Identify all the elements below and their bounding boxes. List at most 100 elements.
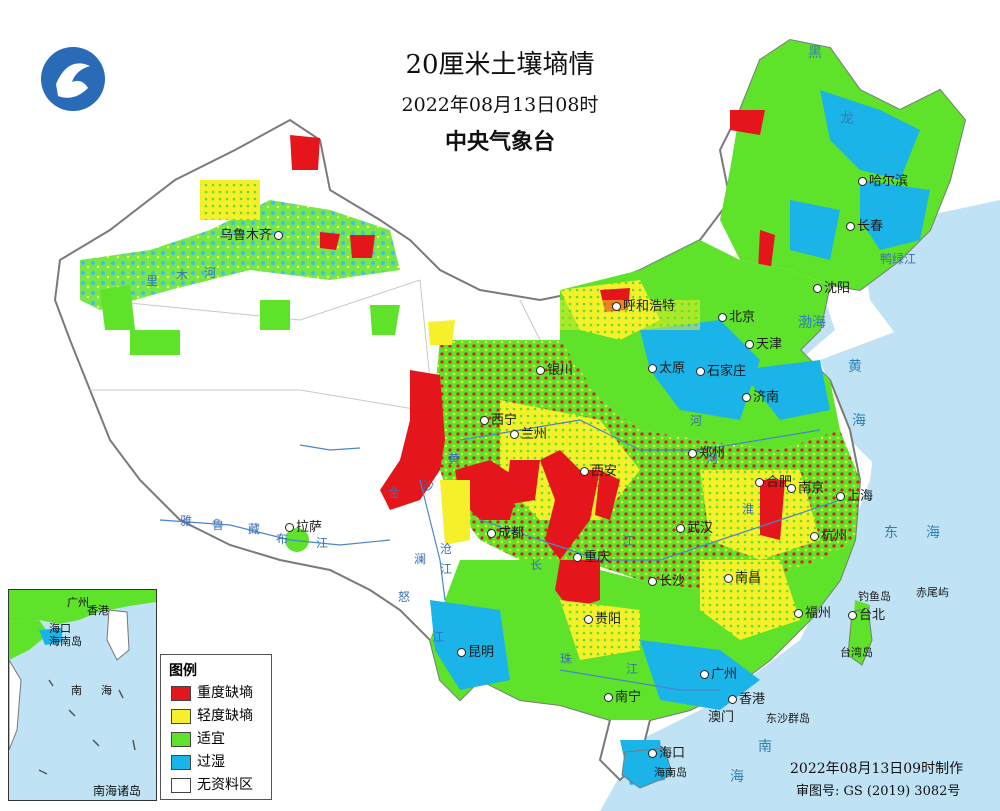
river-pearl-1: 珠 xyxy=(560,652,573,666)
legend-item-severe-drought: 重度缺墒 xyxy=(171,683,253,703)
map-title: 20厘米土壤墒情 xyxy=(405,50,595,80)
sea-yellow-1: 黄 xyxy=(848,359,862,375)
legend-swatch xyxy=(171,777,191,793)
river-yarlung-1: 雅 xyxy=(180,514,193,528)
inset-haikou: 海口 xyxy=(49,622,71,635)
hainan xyxy=(621,747,673,789)
city-shenyang: 沈阳 xyxy=(813,277,850,296)
sea-heilong: 黑 xyxy=(808,45,822,61)
west-dry-band xyxy=(380,370,445,510)
river-jinsha-2: 沙 xyxy=(422,479,435,493)
inset-hainan: 海南岛 xyxy=(49,635,82,648)
city-hongkong: 香港 xyxy=(728,688,765,707)
river-yangtze-2: 江 xyxy=(622,534,635,548)
river-lancang-3: 江 xyxy=(432,630,445,644)
legend-item-suitable: 适宜 xyxy=(171,729,225,749)
sea-long: 龙 xyxy=(840,111,854,127)
inset-nan: 南 xyxy=(71,684,82,697)
river-yarlung-4: 布 xyxy=(276,532,289,546)
legend-item-no-data: 无资料区 xyxy=(171,775,253,795)
inset-map xyxy=(9,590,156,775)
city-haikou: 海口 xyxy=(648,742,685,761)
city-harbin: 哈尔滨 xyxy=(858,170,908,189)
legend-swatch xyxy=(171,685,191,701)
legend-swatch xyxy=(171,731,191,747)
island-diaoyu: 钓鱼岛 xyxy=(858,590,891,603)
legend-swatch xyxy=(171,754,191,770)
city-guiyang: 贵阳 xyxy=(584,608,621,627)
river-tarim-1: 里 xyxy=(146,274,159,288)
river-nu: 怒 xyxy=(398,590,411,604)
city-shanghai: 上海 xyxy=(836,485,873,504)
island-taiwan: 台湾岛 xyxy=(840,646,873,659)
xinjiang-region xyxy=(80,200,400,310)
city-chengdu: 成都 xyxy=(487,522,524,541)
river-yarlung-2: 鲁 xyxy=(212,518,225,532)
city-hefei: 合肥 xyxy=(755,471,792,490)
city-urumqi: 乌鲁木齐 xyxy=(220,224,285,243)
city-lanzhou: 兰州 xyxy=(510,423,547,442)
sea-yellow-2: 海 xyxy=(852,413,866,429)
map-datetime: 2022年08月13日08时 xyxy=(401,94,599,116)
city-shijiazhuang: 石家庄 xyxy=(696,360,746,379)
river-jinsha-3: 江 xyxy=(440,562,453,576)
city-guangzhou: 广州 xyxy=(700,663,737,682)
city-jinan: 济南 xyxy=(742,386,779,405)
sea-south-1: 南 xyxy=(758,739,772,755)
city-beijing: 北京 xyxy=(718,306,755,325)
river-yellow-2: 河 xyxy=(690,414,703,428)
island-hainan: 海南岛 xyxy=(654,766,687,779)
river-pearl-2: 江 xyxy=(626,662,639,676)
city-wuhan: 武汉 xyxy=(676,517,713,536)
river-tarim-3: 河 xyxy=(204,266,217,280)
river-jinsha-1: 金 xyxy=(388,486,401,500)
city-taiyuan: 太原 xyxy=(648,357,685,376)
river-yangtze-1: 长 xyxy=(530,558,543,572)
city-taipei: 台北 xyxy=(848,604,885,623)
city-kunming: 昆明 xyxy=(457,641,494,660)
city-hohhot: 呼和浩特 xyxy=(612,295,675,314)
city-lhasa: 拉萨 xyxy=(285,516,322,535)
production-time: 2022年08月13日09时制作 xyxy=(790,761,964,777)
sea-south-2: 海 xyxy=(730,769,744,785)
city-nanning: 南宁 xyxy=(604,686,641,705)
city-nanchang: 南昌 xyxy=(724,567,761,586)
city-xian: 西安 xyxy=(580,460,617,479)
legend-item-mild-drought: 轻度缺墒 xyxy=(171,706,253,726)
sea-bohai: 渤海 xyxy=(798,315,826,331)
yellow-sea xyxy=(820,330,930,470)
island-chiwei: 赤尾屿 xyxy=(916,586,949,599)
south-china-sea-inset: 广州 香港 海口 海南岛 南 海 南海诸岛 xyxy=(8,589,157,801)
city-yinchuan: 银川 xyxy=(536,359,573,378)
city-changsha: 长沙 xyxy=(648,570,685,589)
inset-hongkong: 香港 xyxy=(87,604,109,617)
inset-title: 南海诸岛 xyxy=(93,784,142,798)
city-xining: 西宁 xyxy=(480,409,517,428)
sea-east-2: 海 xyxy=(926,525,940,541)
legend: 图例 重度缺墒 轻度缺墒 适宜 过湿 无资料区 xyxy=(160,654,272,800)
river-yarlung-3: 藏 xyxy=(248,522,261,536)
river-lancang-1: 澜 xyxy=(414,552,427,566)
city-tianjin: 天津 xyxy=(745,333,782,352)
inset-guangzhou: 广州 xyxy=(67,596,89,609)
city-hangzhou: 杭州 xyxy=(810,525,847,544)
city-changchun: 长春 xyxy=(846,215,883,234)
map-issuer: 中央气象台 xyxy=(444,130,555,155)
legend-title: 图例 xyxy=(169,663,197,679)
cma-logo xyxy=(41,47,105,111)
map-review-number: 审图号: GS (2019) 3082号 xyxy=(796,784,961,799)
taiwan xyxy=(847,607,873,666)
city-fuzhou: 福州 xyxy=(794,602,831,621)
river-lancang-2: 沧 xyxy=(440,542,453,556)
river-huai-2: 河 xyxy=(706,452,719,466)
island-dongsha: 东沙群岛 xyxy=(766,712,810,725)
city-nanjing: 南京 xyxy=(787,477,824,496)
sea-east-1: 东 xyxy=(884,525,898,541)
legend-swatch xyxy=(171,708,191,724)
river-tarim-2: 木 xyxy=(176,268,189,282)
river-huai-1: 淮 xyxy=(742,502,755,516)
city-macau: 澳门 xyxy=(708,710,735,725)
city-chongqing: 重庆 xyxy=(573,546,610,565)
inset-hai: 海 xyxy=(101,684,112,697)
